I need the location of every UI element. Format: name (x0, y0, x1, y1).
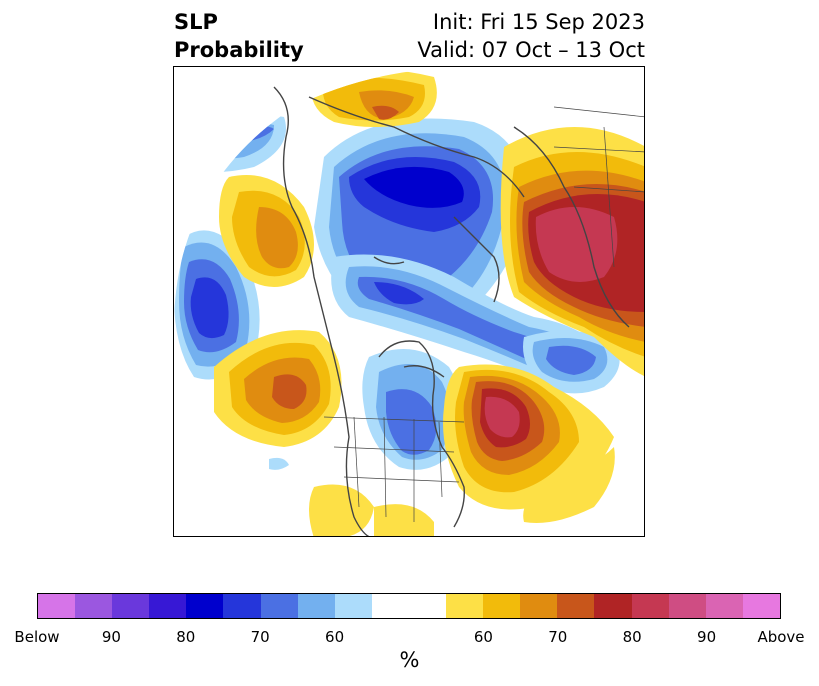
colorbar-segment (520, 594, 558, 618)
colorbar-tick-label: 70 (548, 628, 568, 646)
map-panel (173, 66, 645, 537)
valid-range: Valid: 07 Oct – 13 Oct (417, 38, 645, 62)
colorbar-segment (297, 594, 335, 618)
colorbar-tick-label: 60 (473, 628, 493, 646)
colorbar-segment (557, 594, 595, 618)
colorbar-segment (38, 594, 76, 618)
title-product: Probability (174, 38, 304, 62)
coastlines (273, 86, 630, 536)
colorbar-segment (223, 594, 261, 618)
colorbar-tick-label: Above (757, 628, 805, 646)
colorbar-tick-labels: Below 90 80 70 60 60 70 80 90 Above (0, 628, 819, 648)
colorbar-tick-label: 60 (325, 628, 345, 646)
colorbar-tick-label: 70 (250, 628, 270, 646)
below-normal-small (269, 457, 289, 470)
colorbar-unit-label: % (399, 648, 420, 672)
colorbar-segment (483, 594, 521, 618)
colorbar-segment (408, 594, 447, 618)
init-date: Init: Fri 15 Sep 2023 (432, 10, 645, 34)
title-right: Init: Fri 15 Sep 2023 Valid: 07 Oct – 13… (417, 8, 645, 64)
colorbar-tick-label: 80 (622, 628, 642, 646)
colorbar-segment (186, 594, 224, 618)
colorbar-segment (631, 594, 669, 618)
probability-map (174, 69, 644, 536)
colorbar-segment (75, 594, 113, 618)
colorbar-tick-label: 90 (101, 628, 121, 646)
colorbar-segment (371, 594, 409, 618)
colorbar-tick-label: 90 (697, 628, 717, 646)
colorbar-tick-label: 80 (176, 628, 196, 646)
above-normal-siberia (500, 127, 644, 377)
colorbar-segment (334, 594, 372, 618)
colorbar-segment (149, 594, 187, 618)
title-left: SLP Probability (174, 8, 304, 64)
borders (323, 106, 644, 522)
colorbar-segment (260, 594, 298, 618)
colorbar (37, 593, 781, 619)
colorbar-segment (112, 594, 150, 618)
colorbar-segment (446, 594, 484, 618)
title-variable: SLP (174, 10, 218, 34)
colorbar-segment (668, 594, 706, 618)
colorbar-tick-label: Below (14, 628, 60, 646)
above-normal-atlantic (443, 364, 614, 510)
colorbar-segment (594, 594, 632, 618)
colorbar-segment (705, 594, 743, 618)
above-normal-northeast-pacific (214, 330, 342, 447)
above-normal-arctic-top (311, 69, 437, 127)
colorbar-segment (742, 594, 780, 618)
below-normal-north-atlantic (523, 330, 620, 394)
below-normal-eastern-us (362, 349, 463, 470)
below-normal-bering (174, 114, 286, 172)
